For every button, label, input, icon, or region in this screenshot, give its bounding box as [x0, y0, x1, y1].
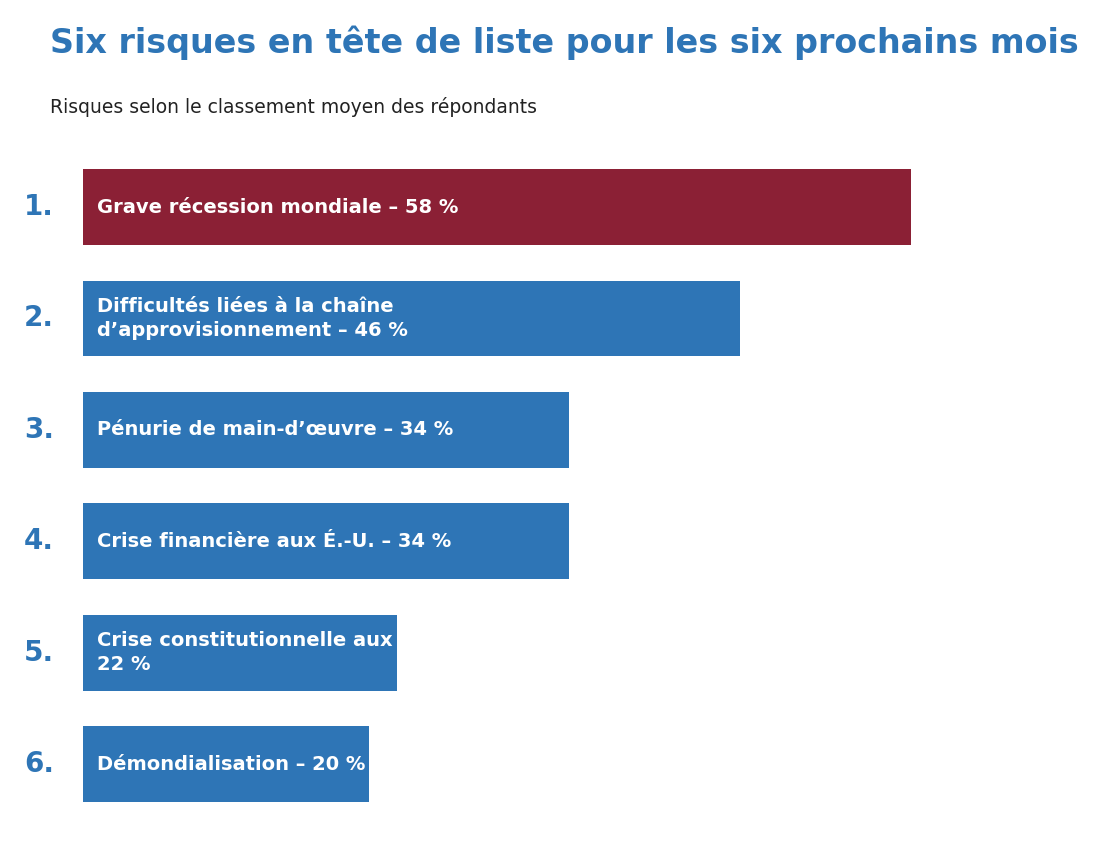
- Text: Difficultés liées à la chaîne
d’approvisionnement – 46 %: Difficultés liées à la chaîne d’approvis…: [97, 297, 408, 340]
- Text: Grave récession mondiale – 58 %: Grave récession mondiale – 58 %: [97, 198, 458, 217]
- Text: Crise constitutionnelle aux É.-U. –
22 %: Crise constitutionnelle aux É.-U. – 22 %: [97, 631, 467, 674]
- Bar: [83, 392, 569, 468]
- Bar: [83, 169, 911, 245]
- Text: 5.: 5.: [23, 639, 54, 667]
- Bar: [83, 281, 740, 356]
- Text: Six risques en tête de liste pour les six prochains mois: Six risques en tête de liste pour les si…: [50, 25, 1079, 60]
- Text: Démondialisation – 20 %: Démondialisation – 20 %: [97, 755, 366, 773]
- Bar: [83, 615, 398, 690]
- Text: Risques selon le classement moyen des répondants: Risques selon le classement moyen des ré…: [50, 97, 537, 118]
- Text: 4.: 4.: [23, 527, 54, 555]
- Text: 3.: 3.: [23, 416, 54, 444]
- Bar: [83, 503, 569, 580]
- Text: 6.: 6.: [23, 750, 54, 778]
- Text: 2.: 2.: [23, 305, 54, 332]
- Text: Pénurie de main-d’œuvre – 34 %: Pénurie de main-d’œuvre – 34 %: [97, 420, 453, 439]
- Bar: [83, 726, 369, 802]
- Text: 1.: 1.: [24, 193, 53, 221]
- Text: Crise financière aux É.-U. – 34 %: Crise financière aux É.-U. – 34 %: [97, 532, 451, 551]
